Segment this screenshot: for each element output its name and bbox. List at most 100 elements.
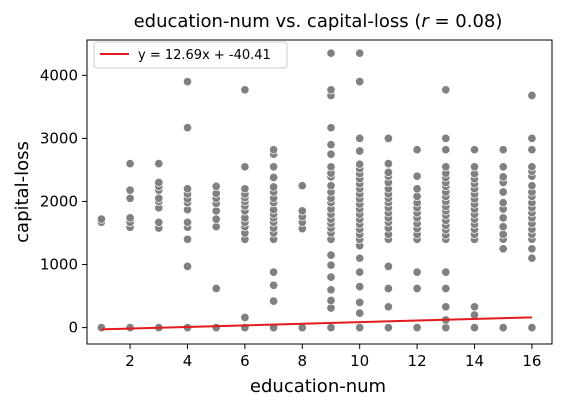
data-point xyxy=(469,323,480,333)
data-point xyxy=(383,283,393,294)
data-point xyxy=(182,217,193,227)
data-point xyxy=(326,295,336,306)
data-point xyxy=(412,184,422,194)
data-point xyxy=(527,90,537,101)
y-tick-label: 4000 xyxy=(40,66,78,84)
data-point xyxy=(527,253,537,263)
data-point xyxy=(383,261,393,271)
data-point xyxy=(383,159,393,169)
data-point xyxy=(125,193,135,203)
data-point xyxy=(412,267,422,277)
y-axis-ticks: 0 1000 2000 3000 4000 xyxy=(40,66,87,337)
data-point xyxy=(269,162,279,172)
data-point xyxy=(269,182,279,192)
data-point xyxy=(96,214,106,224)
data-point xyxy=(383,133,393,143)
data-point xyxy=(125,185,135,195)
data-point xyxy=(412,171,422,181)
data-point xyxy=(269,172,279,183)
legend-label: y = 12.69x + -40.41 xyxy=(138,48,271,63)
data-point xyxy=(211,323,221,333)
data-point xyxy=(441,145,451,155)
data-point xyxy=(412,283,422,294)
data-point xyxy=(355,267,365,277)
data-point xyxy=(240,85,250,95)
x-axis-ticks: 2 4 6 8 10 12 14 16 xyxy=(125,344,541,370)
scatter-points xyxy=(96,48,537,333)
data-point xyxy=(383,323,393,333)
chart-title: education-num vs. capital-loss (r = 0.08… xyxy=(134,11,503,32)
data-point xyxy=(326,162,336,172)
data-point xyxy=(154,217,164,227)
x-tick-label: 12 xyxy=(408,352,427,370)
data-point xyxy=(498,213,508,223)
data-point xyxy=(182,234,193,244)
data-point xyxy=(269,280,279,290)
data-point xyxy=(326,272,336,282)
data-point xyxy=(355,146,365,156)
data-point xyxy=(326,285,336,295)
data-point xyxy=(498,162,508,172)
data-point xyxy=(412,145,422,155)
y-tick-label: 1000 xyxy=(40,256,78,274)
data-point xyxy=(326,181,336,191)
data-point xyxy=(211,181,221,191)
data-point xyxy=(441,302,451,312)
data-point xyxy=(211,206,221,216)
data-point xyxy=(469,145,480,155)
data-point xyxy=(441,133,451,143)
data-point xyxy=(441,85,451,95)
data-point xyxy=(96,323,106,333)
data-point xyxy=(412,323,422,333)
data-point xyxy=(469,302,480,312)
data-point xyxy=(527,162,537,172)
legend-box xyxy=(93,41,288,69)
data-point xyxy=(355,253,365,263)
data-point xyxy=(154,193,164,203)
data-point xyxy=(355,323,365,333)
data-point xyxy=(498,323,508,333)
legend: y = 12.69x + -40.41 xyxy=(93,41,288,69)
data-point xyxy=(125,159,135,169)
data-point xyxy=(527,145,537,155)
data-point xyxy=(182,123,193,133)
x-tick-label: 14 xyxy=(465,352,484,370)
data-point xyxy=(269,267,279,277)
data-point xyxy=(326,140,336,150)
data-point xyxy=(269,296,279,306)
chart-title-variable: r xyxy=(421,11,430,32)
y-tick-label: 0 xyxy=(68,319,78,337)
data-point xyxy=(326,260,336,270)
x-tick-label: 10 xyxy=(350,352,369,370)
data-point xyxy=(355,297,365,307)
data-point xyxy=(326,323,336,333)
data-point xyxy=(527,323,537,333)
data-point xyxy=(326,123,336,133)
data-point xyxy=(182,261,193,271)
data-point xyxy=(182,77,193,87)
data-point xyxy=(154,177,164,188)
data-point xyxy=(211,283,221,294)
data-point xyxy=(355,282,365,292)
data-point xyxy=(240,312,250,323)
data-point xyxy=(125,213,135,223)
x-tick-label: 6 xyxy=(240,352,250,370)
data-point xyxy=(211,214,221,224)
data-point xyxy=(297,206,307,216)
data-point xyxy=(355,133,365,143)
data-point xyxy=(527,181,537,191)
y-axis-label: capital-loss xyxy=(12,141,33,243)
x-tick-label: 16 xyxy=(522,352,541,370)
x-tick-label: 4 xyxy=(183,352,193,370)
data-point xyxy=(355,48,365,58)
data-point xyxy=(355,159,365,169)
data-point xyxy=(527,244,537,254)
data-point xyxy=(441,283,451,294)
data-point xyxy=(527,133,537,143)
data-point xyxy=(326,149,336,159)
x-axis-label: education-num xyxy=(250,376,386,397)
data-point xyxy=(326,48,336,58)
data-point xyxy=(441,323,451,333)
data-point xyxy=(211,222,221,232)
